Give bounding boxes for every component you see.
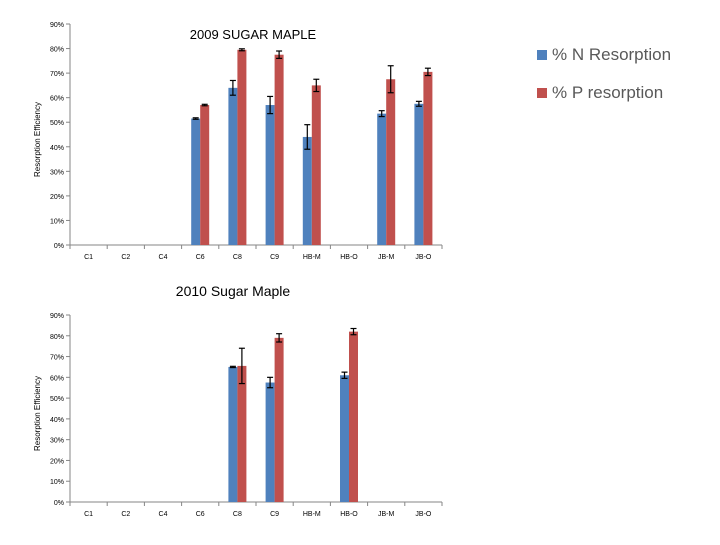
chart-2-y-tick-label: 50%	[50, 396, 64, 403]
chart-2-x-tick-label: C2	[121, 511, 130, 518]
chart-2-y-tick-label: 70%	[50, 355, 64, 362]
chart-1-x-tick-label: C2	[121, 254, 130, 261]
chart-2-x-tick-label: HB-M	[303, 511, 321, 518]
chart-1-title: 2009 SUGAR MAPLE	[190, 27, 317, 42]
chart-1-bar-p-hb-m	[311, 85, 321, 245]
chart-2-y-tick-label: 20%	[50, 458, 64, 465]
legend-label-p: % P resorption	[552, 83, 663, 102]
chart-2-y-axis-label: Resorption Efficiency	[33, 376, 42, 451]
chart-1-x-tick-label: HB-O	[340, 254, 358, 261]
legend-label-n: % N Resorption	[552, 45, 671, 64]
chart-1-y-tick-label: 50%	[50, 120, 64, 127]
chart-1-bar-p-c6	[200, 105, 210, 246]
chart-1-x-tick-label: C6	[196, 254, 205, 261]
chart-1-bar-n-jb-m	[377, 113, 387, 245]
chart-2-bar-p-hb-o	[349, 331, 358, 502]
chart-1-y-tick-label: 0%	[54, 243, 64, 250]
chart-1-y-tick-label: 30%	[50, 169, 64, 176]
chart-1-y-tick-label: 90%	[50, 22, 64, 29]
chart-2-y-tick-label: 40%	[50, 417, 64, 424]
chart-2-x-tick-label: C8	[233, 511, 242, 518]
legend-swatch-p	[537, 88, 547, 98]
chart-1-x-tick-label: C1	[84, 254, 93, 261]
chart-1-bar-n-c9	[265, 105, 275, 246]
chart-2-bar-n-c9	[265, 382, 275, 502]
chart-2-y-tick-label: 10%	[50, 479, 64, 486]
chart-1-y-tick-label: 40%	[50, 145, 64, 152]
chart-1-x-tick-label: C4	[159, 254, 168, 261]
chart-1-bar-p-jb-m	[386, 79, 396, 245]
chart-2-y-tick-label: 60%	[50, 375, 64, 382]
chart-2-x-tick-label: C1	[84, 511, 93, 518]
chart-2-bar-p-c9	[274, 337, 284, 502]
chart-1-bar-p-c8	[237, 49, 247, 246]
chart-2-x-tick-label: HB-O	[340, 511, 358, 518]
chart-1-bar-p-jb-o	[423, 71, 433, 245]
chart-1-x-tick-label: C8	[233, 254, 242, 261]
chart-2-bar-p-c8	[237, 365, 247, 502]
chart-1-y-tick-label: 10%	[50, 218, 64, 225]
chart-2-title: 2010 Sugar Maple	[176, 283, 291, 299]
chart-2-x-tick-label: C6	[196, 511, 205, 518]
chart-1-y-tick-label: 80%	[50, 47, 64, 54]
chart-1-y-tick-label: 20%	[50, 194, 64, 201]
chart-1-bar-n-c6	[191, 118, 201, 245]
chart-2-x-tick-label: JB-M	[378, 511, 395, 518]
chart-2-y-tick-label: 80%	[50, 334, 64, 341]
chart-2-bar-n-hb-o	[340, 375, 349, 502]
chart-2-y-tick-label: 0%	[54, 500, 64, 507]
chart-1-y-tick-label: 70%	[50, 71, 64, 78]
legend-swatch-n	[537, 50, 547, 60]
chart-1-bar-p-c9	[274, 54, 284, 245]
chart-1-x-tick-label: C9	[270, 254, 279, 261]
chart-2-x-tick-label: JB-O	[415, 511, 432, 518]
chart-2-bar-n-c8	[228, 366, 238, 502]
chart-1-bar-n-jb-o	[414, 103, 424, 245]
chart-1-bar-n-c8	[228, 87, 238, 245]
chart-2-y-tick-label: 30%	[50, 438, 64, 445]
chart-1-bar-n-hb-m	[302, 136, 312, 245]
chart-2-y-tick-label: 90%	[50, 313, 64, 320]
chart-2-x-tick-label: C9	[270, 511, 279, 518]
chart-2-x-tick-label: C4	[159, 511, 168, 518]
chart-1-x-tick-label: HB-M	[303, 254, 321, 261]
chart-1-y-axis-label: Resorption Efficiency	[33, 102, 42, 177]
chart-1-x-tick-label: JB-M	[378, 254, 395, 261]
chart-1-y-tick-label: 60%	[50, 96, 64, 103]
chart-1-x-tick-label: JB-O	[415, 254, 432, 261]
